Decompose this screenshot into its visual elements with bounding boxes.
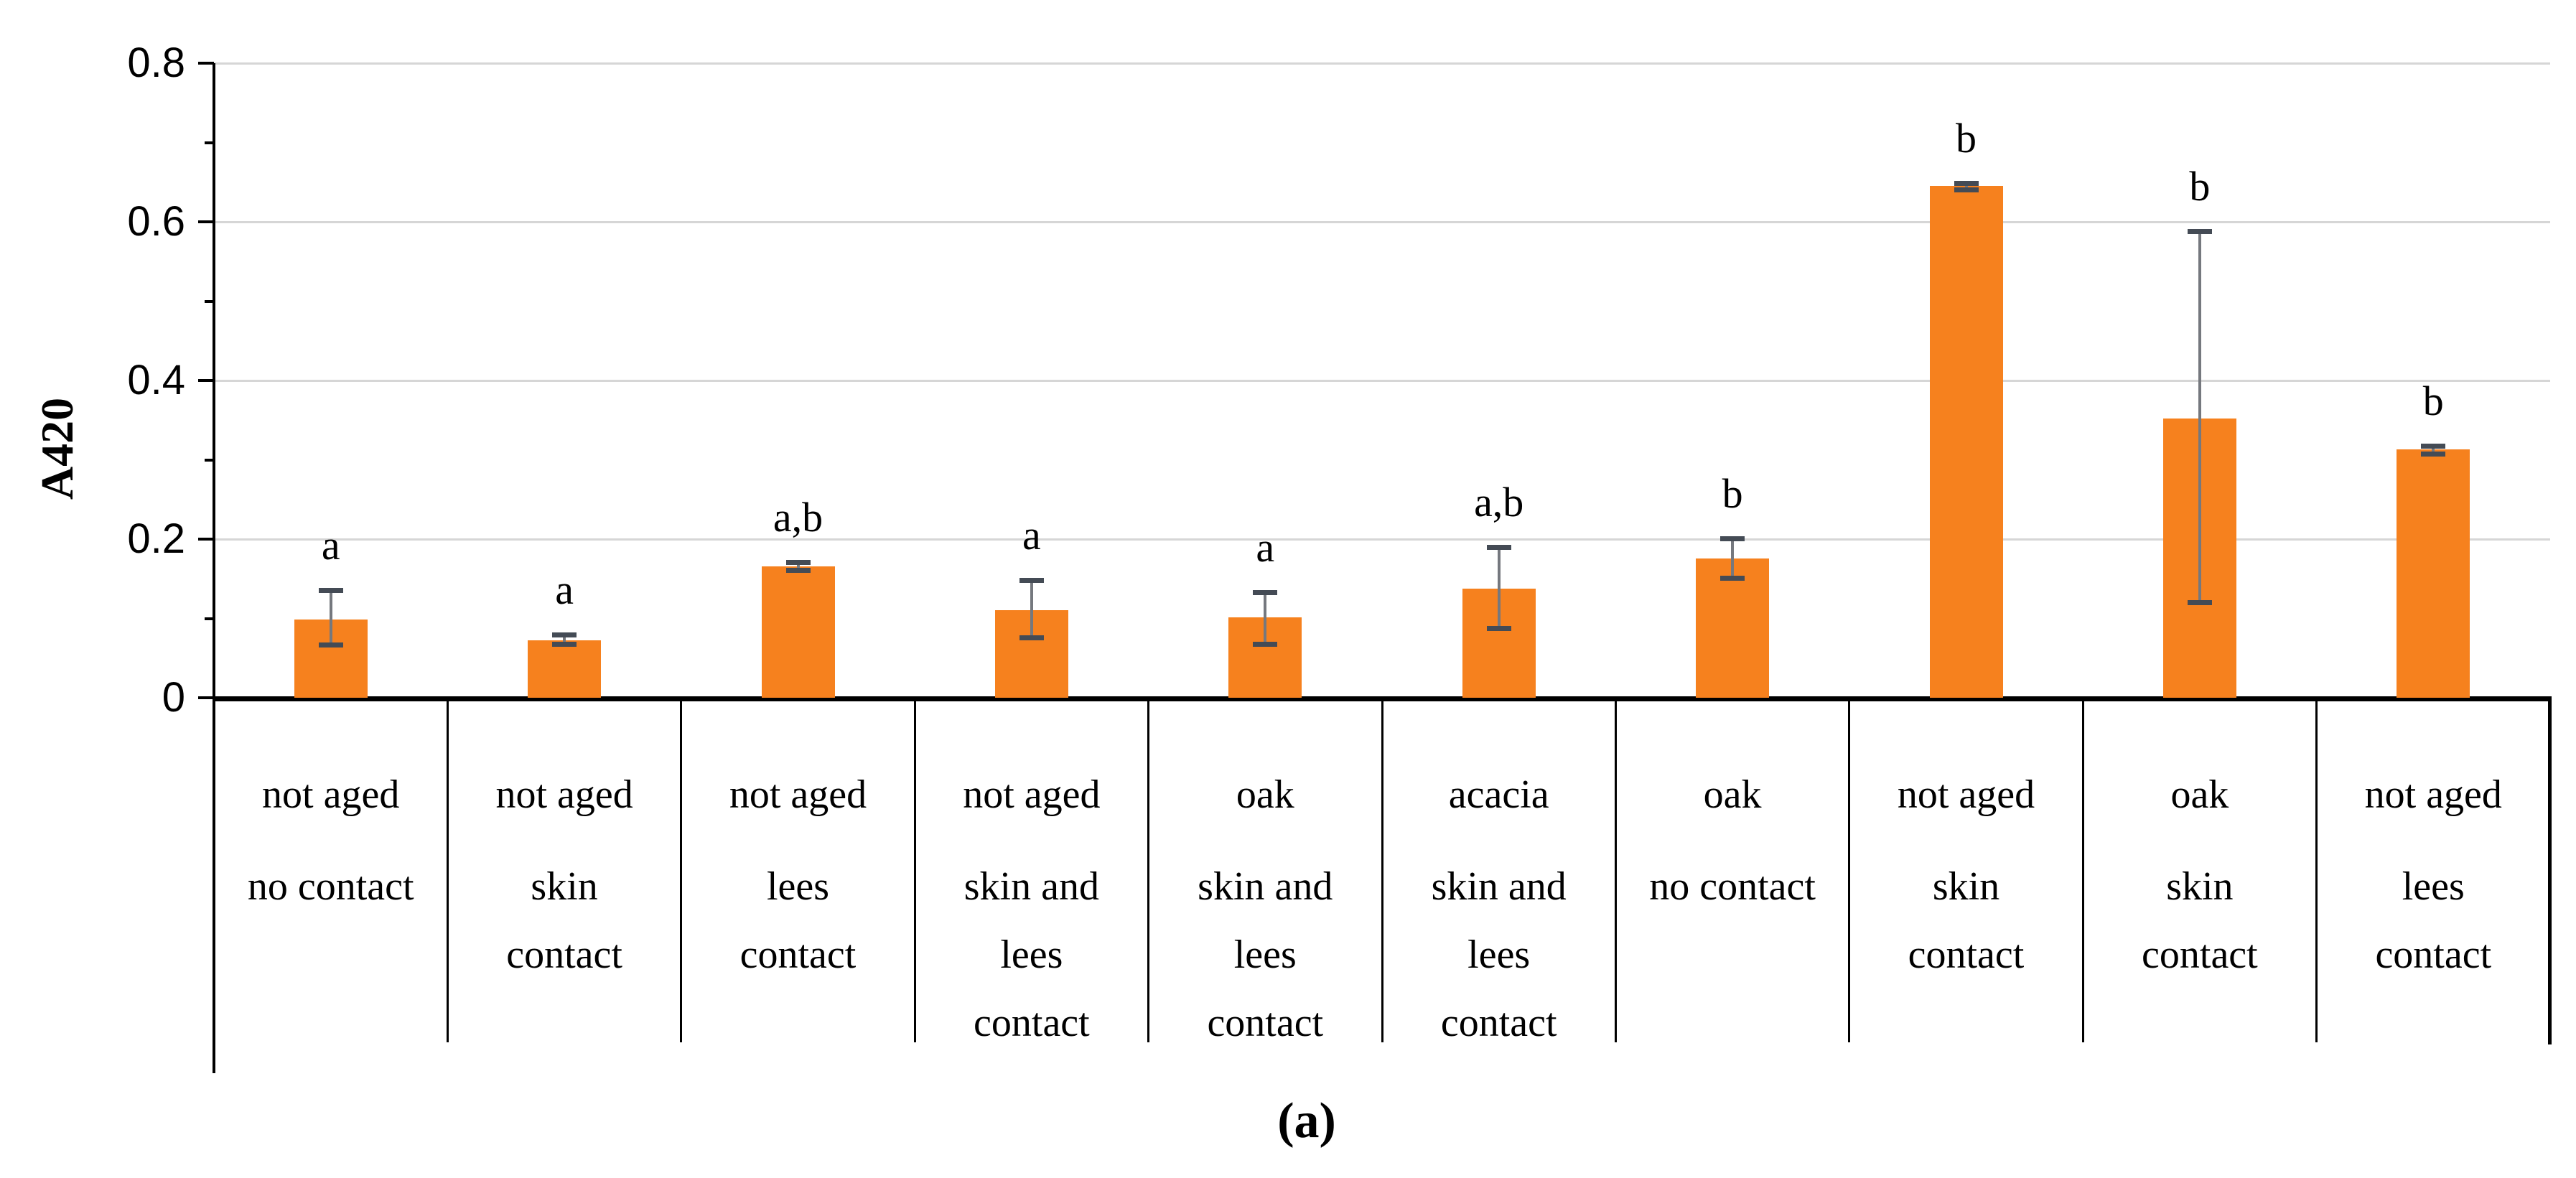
error-bar-cap-bottom (1954, 187, 1979, 192)
category-label-aging: not aged (2364, 772, 2502, 817)
error-bar-cap-bottom (552, 641, 577, 647)
y-tick-label: 0.8 (127, 39, 185, 86)
significance-letter: a,b (1474, 479, 1524, 526)
error-bar-cap-top (785, 560, 811, 566)
bar (1929, 186, 2003, 698)
category-label-contact: lees contact (2375, 864, 2492, 977)
error-bar-cap-bottom (1253, 641, 1278, 647)
y-tick-label: 0.6 (127, 198, 185, 245)
category-label-aging: not aged (963, 772, 1101, 817)
significance-letter: b (2422, 377, 2444, 424)
bar (761, 566, 835, 698)
error-bar-cap-top (1019, 578, 1044, 584)
significance-letter: a,b (773, 494, 823, 541)
category-label-contact: skin and lees contact (963, 864, 1099, 1045)
error-bar-line (1497, 547, 1501, 628)
error-bar-cap-bottom (1486, 625, 1511, 631)
error-bar-cap-top (1253, 590, 1278, 596)
category-label-aging: not aged (495, 772, 633, 817)
error-bar-line (2198, 231, 2201, 603)
y-major-tick (198, 220, 214, 223)
y-major-tick (198, 538, 214, 541)
error-bar-line (329, 589, 332, 645)
category-label-aging: not aged (1897, 772, 2035, 817)
category-label-contact: skin contact (1908, 864, 2025, 977)
category-label-aging: oak (1236, 772, 1294, 817)
bar (2397, 449, 2470, 698)
y-minor-tick (205, 617, 214, 620)
error-bar-cap-top (2187, 229, 2212, 235)
error-bar-cap-bottom (318, 642, 343, 648)
error-bar-cap-bottom (2421, 451, 2446, 457)
category-separator (1381, 698, 1383, 1042)
category-label-contact: skin and lees contact (1431, 864, 1567, 1045)
error-bar-line (1264, 592, 1267, 644)
y-major-tick (198, 696, 214, 699)
category-separator (446, 698, 449, 1042)
gridline (214, 220, 2550, 223)
gridline (214, 538, 2550, 541)
error-bar-cap-bottom (1019, 635, 1044, 641)
category-label-contact: skin contact (2142, 864, 2258, 977)
error-bar-cap-bottom (785, 568, 811, 574)
bar (1696, 558, 1770, 698)
figure-caption: (a) (1277, 1093, 1336, 1149)
category-label-contact: lees contact (739, 864, 857, 977)
significance-letter: b (2189, 163, 2211, 210)
category-separator (1614, 698, 1617, 1042)
y-tick-label: 0.2 (127, 515, 185, 562)
y-tick-label: 0 (162, 674, 185, 721)
significance-letter: a (1022, 512, 1041, 559)
error-bar-cap-top (552, 632, 577, 637)
category-separator (913, 698, 916, 1042)
category-label-contact: no contact (247, 864, 414, 909)
bar (528, 640, 602, 698)
category-label-aging: not aged (262, 772, 400, 817)
error-bar-cap-top (2421, 443, 2446, 449)
error-bar-cap-top (1486, 545, 1511, 551)
category-separator (1848, 698, 1851, 1042)
error-bar-line (1731, 538, 1735, 579)
error-bar-line (796, 562, 800, 571)
error-bar-line (1030, 580, 1033, 637)
category-separator (680, 698, 683, 1042)
error-bar-cap-top (318, 587, 343, 593)
error-bar-cap-top (1720, 536, 1745, 541)
category-label-aging: oak (2170, 772, 2229, 817)
gridline (214, 62, 2550, 65)
y-axis-line (213, 63, 215, 1073)
significance-letter: a (555, 566, 574, 613)
gridline (214, 379, 2550, 382)
significance-letter: b (1955, 114, 1977, 162)
category-label-contact: skin and lees contact (1198, 864, 1333, 1045)
y-minor-tick (205, 141, 214, 144)
significance-letter: b (1722, 469, 1743, 517)
error-bar-line (2432, 445, 2435, 454)
significance-letter: a (321, 521, 340, 569)
error-bar-line (1964, 182, 1968, 190)
y-minor-tick (205, 299, 214, 303)
category-separator (2081, 698, 2084, 1042)
y-tick-label: 0.4 (127, 357, 185, 403)
category-label-aging: oak (1703, 772, 1762, 817)
category-separator (2315, 698, 2318, 1042)
category-label-contact: no contact (1649, 864, 1816, 909)
error-bar-line (563, 634, 566, 644)
significance-letter: a (1256, 524, 1275, 571)
y-minor-tick (205, 458, 214, 462)
category-label-aging: acacia (1448, 772, 1549, 817)
category-separator (1147, 698, 1150, 1042)
error-bar-cap-bottom (1720, 576, 1745, 581)
error-bar-cap-bottom (2187, 600, 2212, 606)
y-major-tick (198, 379, 214, 382)
error-bar-cap-top (1954, 180, 1979, 186)
category-label-aging: not aged (729, 772, 867, 817)
y-major-tick (198, 62, 214, 65)
category-label-contact: skin contact (506, 864, 622, 977)
label-table-right-border (2548, 698, 2552, 1044)
